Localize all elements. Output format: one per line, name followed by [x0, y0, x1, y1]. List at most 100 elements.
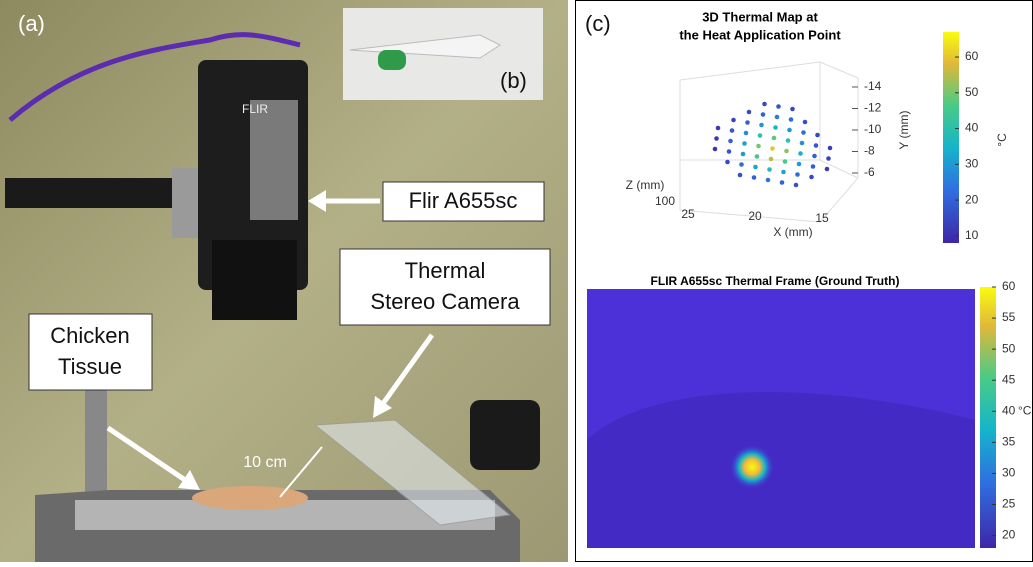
panel-label: (b) — [500, 68, 527, 93]
colorbar-label: 30 — [1002, 466, 1016, 480]
callout: Tissue — [58, 354, 122, 379]
panel-label: (c) — [585, 11, 611, 36]
hot-spot — [730, 445, 774, 489]
figure: (a) (b) FLIR Flir A655sc Thermal Stereo … — [0, 0, 1033, 562]
data-point — [755, 154, 760, 159]
data-point — [803, 120, 808, 125]
data-point — [752, 175, 757, 180]
colorbar-label: 60 — [965, 49, 979, 63]
colorbar-label: 10 — [965, 228, 979, 242]
colorbar-label: 35 — [1002, 435, 1016, 449]
callout: Thermal — [405, 258, 486, 283]
colorbar — [943, 32, 959, 243]
data-point — [828, 146, 833, 151]
colorbar-label: 60 — [1002, 279, 1016, 293]
colorbar-unit: °C — [1018, 403, 1032, 417]
data-point — [786, 138, 791, 143]
data-point — [790, 107, 795, 112]
z-tick-label: 100 — [655, 194, 675, 208]
data-point — [787, 128, 792, 133]
data-point — [815, 133, 820, 138]
data-point — [775, 115, 780, 120]
colorbar-label: 30 — [965, 156, 979, 170]
data-point — [738, 173, 743, 178]
callout: Stereo Camera — [370, 289, 520, 314]
data-point — [814, 143, 819, 148]
data-point — [742, 141, 747, 146]
data-point — [769, 157, 774, 162]
x-axis-label: X (mm) — [773, 225, 812, 239]
x-tick-label: 20 — [748, 209, 762, 223]
data-point — [780, 180, 785, 185]
data-point — [759, 123, 764, 128]
data-point — [825, 167, 830, 172]
data-point — [766, 178, 771, 183]
data-point — [812, 154, 817, 159]
colorbar-label: 45 — [1002, 372, 1016, 386]
data-point — [800, 141, 805, 146]
chart-title: the Heat Application Point — [679, 27, 841, 42]
y-tick-label: -10 — [864, 122, 882, 136]
colorbar-label: 20 — [1002, 528, 1016, 542]
colorbar-label: 50 — [965, 85, 979, 99]
y-tick-label: -8 — [864, 144, 875, 158]
data-point — [730, 128, 735, 133]
data-point — [744, 131, 749, 136]
colorbar-label: 55 — [1002, 310, 1016, 324]
x-tick-label: 25 — [681, 207, 695, 221]
data-point — [795, 172, 800, 177]
data-point — [716, 126, 721, 131]
data-point — [784, 149, 789, 154]
y-tick-label: -12 — [864, 101, 882, 115]
y-axis-label: Y (mm) — [897, 110, 911, 149]
data-point — [725, 160, 730, 165]
data-point — [767, 167, 772, 172]
data-point — [728, 139, 733, 144]
data-point — [761, 112, 766, 117]
brand-logo: FLIR — [242, 102, 268, 116]
colorbar-unit: °C — [995, 133, 1009, 147]
data-point — [801, 130, 806, 135]
data-point — [776, 104, 781, 109]
data-point — [745, 120, 750, 125]
colorbar-label: 20 — [965, 192, 979, 206]
colorbar-label: 40 — [1002, 403, 1016, 417]
y-tick-label: -14 — [864, 79, 882, 93]
data-point — [741, 152, 746, 157]
distance-label: 10 cm — [243, 454, 287, 471]
data-point — [783, 159, 788, 164]
data-point — [747, 110, 752, 115]
data-point — [794, 183, 799, 188]
data-point — [811, 164, 816, 169]
data-point — [789, 117, 794, 122]
y-tick-label: -6 — [864, 165, 875, 179]
data-point — [713, 147, 718, 152]
data-point — [826, 156, 831, 161]
data-point — [731, 118, 736, 123]
colorbar-label: 50 — [1002, 341, 1016, 355]
data-point — [714, 136, 719, 141]
chart-title: FLIR A655sc Thermal Frame (Ground Truth) — [651, 274, 900, 288]
data-point — [809, 175, 814, 180]
data-point — [758, 133, 763, 138]
data-point — [798, 151, 803, 156]
data-point — [756, 144, 761, 149]
colorbar — [980, 287, 996, 548]
data-point — [797, 162, 802, 167]
data-point — [773, 125, 778, 130]
data-point — [753, 165, 758, 170]
data-point — [727, 149, 732, 154]
data-point — [739, 162, 744, 167]
data-point — [762, 102, 767, 107]
data-point — [770, 146, 775, 151]
callout: Chicken — [50, 323, 129, 348]
panel-label: (a) — [18, 11, 45, 36]
colorbar-label: 40 — [965, 121, 979, 135]
data-point — [772, 136, 777, 141]
chart-title: 3D Thermal Map at — [702, 9, 818, 24]
callout: Flir A655sc — [409, 188, 518, 213]
z-axis-label: Z (mm) — [626, 178, 665, 192]
colorbar-label: 25 — [1002, 497, 1016, 511]
x-tick-label: 15 — [815, 211, 829, 225]
data-point — [781, 170, 786, 175]
